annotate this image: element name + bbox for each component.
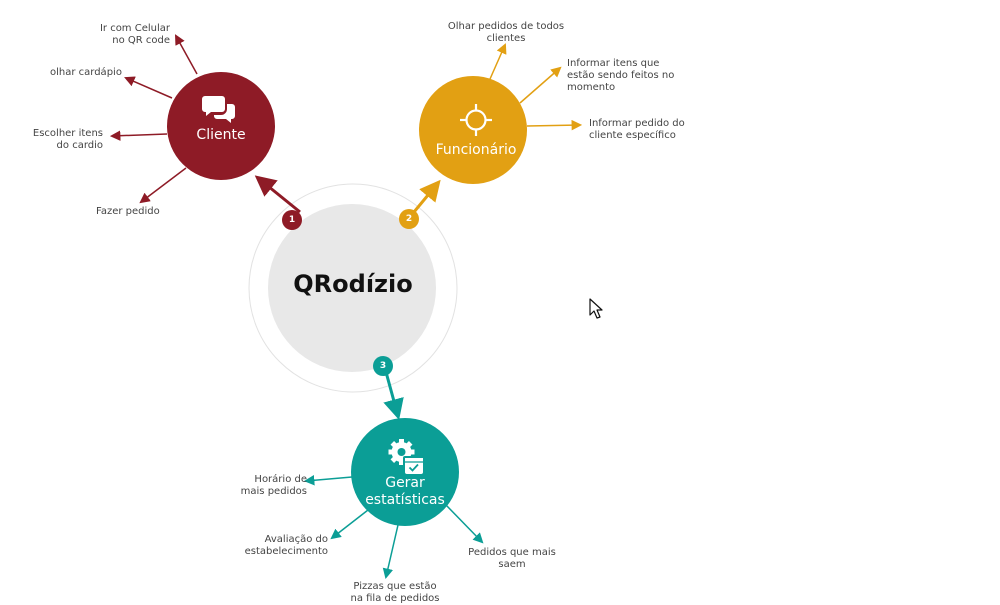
badge-funcionario: 2: [399, 209, 419, 229]
branch-estatisticas-1: [303, 475, 353, 486]
estatisticas-item-4: Pedidos que mais saem: [468, 547, 556, 570]
funcionario-item-1: Olhar pedidos de todos clientes: [447, 21, 565, 44]
cliente-item-3: Escolher itens do cardio: [32, 128, 103, 151]
branch-estatisticas-3: [382, 524, 399, 580]
branch-funcionario-2: [519, 66, 562, 104]
node-cliente: [167, 72, 275, 180]
chat-bubbles-icon: [202, 96, 235, 123]
funcionario-item-2: Informar itens que estão sendo feitos no…: [567, 58, 675, 93]
cliente-item-4: Fazer pedido: [96, 206, 160, 217]
estatisticas-item-2: Avaliação do estabelecimento: [244, 534, 328, 557]
branch-estatisticas-4: [445, 504, 484, 544]
branch-funcionario-3: [526, 119, 583, 131]
branch-cliente-3: [109, 130, 168, 141]
connector-funcionario: [412, 179, 441, 213]
center-circle: [268, 204, 436, 372]
mouse-cursor-icon: [589, 298, 603, 319]
connector-estatisticas: [383, 371, 404, 421]
branch-cliente-2: [124, 76, 173, 99]
crosshair-icon: [460, 104, 492, 136]
node-funcionario-title: Funcionário: [435, 142, 517, 158]
branch-funcionario-1: [489, 43, 507, 80]
badge-estatisticas: 3: [373, 356, 393, 376]
branch-estatisticas-2: [330, 509, 369, 540]
cliente-item-2: olhar cardápio: [50, 67, 122, 78]
branch-cliente-1: [174, 34, 198, 75]
center-title: QRodízio: [293, 270, 413, 298]
node-estatisticas-title: Gerar estatísticas: [365, 475, 445, 508]
badge-cliente: 1: [282, 210, 302, 230]
connector-cliente: [254, 175, 301, 214]
gear-calendar-icon: [388, 439, 425, 475]
funcionario-item-3: Informar pedido do cliente específico: [589, 118, 685, 141]
center-ring: [248, 183, 458, 393]
node-cliente-title: Cliente: [196, 127, 246, 143]
branch-cliente-4: [139, 167, 187, 204]
estatisticas-item-3: Pizzas que estão na fila de pedidos: [350, 581, 440, 604]
cliente-item-1: Ir com Celular no QR code: [99, 23, 170, 46]
estatisticas-item-1: Horário de mais pedidos: [240, 474, 307, 497]
